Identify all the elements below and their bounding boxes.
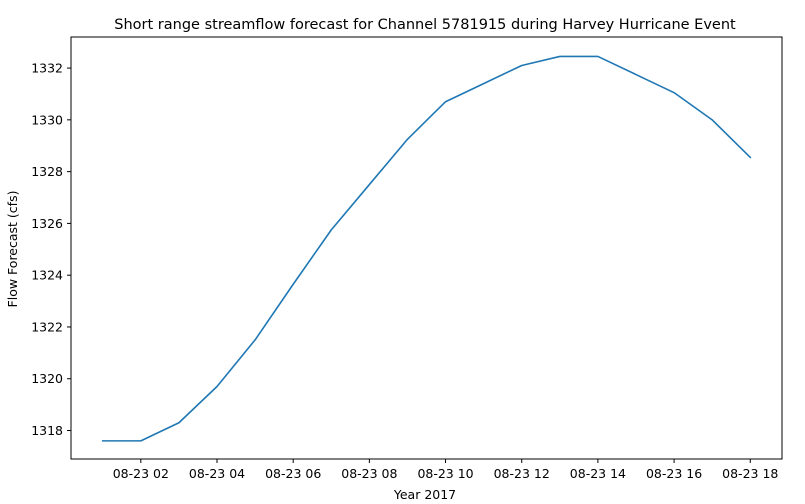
x-tick-label: 08-23 16: [646, 466, 702, 481]
y-tick-label: 1332: [31, 61, 63, 76]
chart-title: Short range streamflow forecast for Chan…: [114, 17, 736, 33]
x-tick-label: 08-23 04: [189, 466, 245, 481]
x-tick-label: 08-23 06: [265, 466, 321, 481]
x-axis: 08-23 02 08-23 04 08-23 06 08-23 08 08-23 10…: [113, 459, 778, 481]
x-tick-label: 08-23 10: [417, 466, 473, 481]
y-axis-label: Flow Forecast (cfs): [5, 191, 20, 308]
y-tick-label: 1326: [31, 216, 63, 231]
x-tick-label: 08-23 12: [494, 466, 550, 481]
x-axis-label: Year 2017: [393, 487, 456, 502]
x-tick-label: 08-23 18: [722, 466, 778, 481]
x-tick-label: 08-23 14: [570, 466, 626, 481]
x-tick-label: 08-23 02: [113, 466, 169, 481]
y-axis: 1318 1320 1322 1324 1326 1328 1330 1332: [31, 61, 71, 438]
y-tick-label: 1324: [31, 268, 63, 283]
plot-frame: [70, 36, 783, 460]
y-tick-label: 1320: [31, 371, 63, 386]
y-tick-label: 1330: [31, 112, 63, 127]
series-layer: [101, 55, 752, 442]
series-line: [101, 55, 752, 442]
y-tick-label: 1328: [31, 164, 63, 179]
y-tick-label: 1322: [31, 319, 63, 334]
x-tick-label: 08-23 08: [341, 466, 397, 481]
y-tick-label: 1318: [31, 423, 63, 438]
